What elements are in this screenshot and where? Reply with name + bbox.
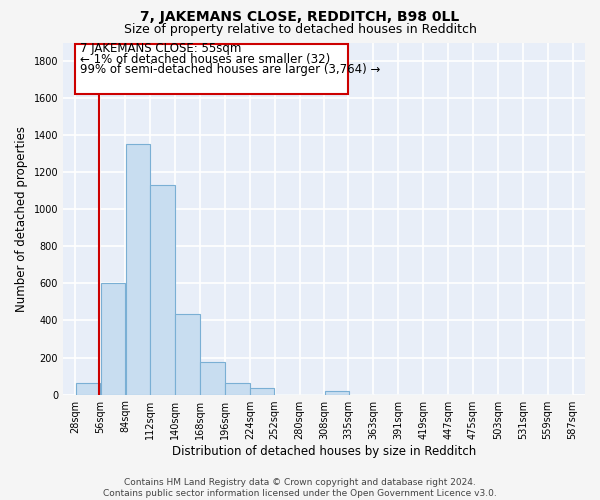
Text: 7, JAKEMANS CLOSE, REDDITCH, B98 0LL: 7, JAKEMANS CLOSE, REDDITCH, B98 0LL bbox=[140, 10, 460, 24]
FancyBboxPatch shape bbox=[76, 44, 349, 94]
Bar bbox=[200, 362, 224, 394]
Bar bbox=[101, 284, 125, 395]
Text: 7 JAKEMANS CLOSE: 55sqm: 7 JAKEMANS CLOSE: 55sqm bbox=[80, 42, 241, 56]
Text: 99% of semi-detached houses are larger (3,764) →: 99% of semi-detached houses are larger (… bbox=[80, 63, 380, 76]
Bar bbox=[175, 314, 200, 394]
Bar bbox=[250, 388, 274, 394]
Bar bbox=[225, 382, 250, 394]
Bar bbox=[125, 144, 150, 394]
Y-axis label: Number of detached properties: Number of detached properties bbox=[15, 126, 28, 312]
Bar bbox=[76, 384, 100, 394]
Bar bbox=[325, 391, 349, 394]
Bar bbox=[151, 185, 175, 394]
X-axis label: Distribution of detached houses by size in Redditch: Distribution of detached houses by size … bbox=[172, 444, 476, 458]
Text: Size of property relative to detached houses in Redditch: Size of property relative to detached ho… bbox=[124, 22, 476, 36]
Text: ← 1% of detached houses are smaller (32): ← 1% of detached houses are smaller (32) bbox=[80, 52, 330, 66]
Text: Contains HM Land Registry data © Crown copyright and database right 2024.
Contai: Contains HM Land Registry data © Crown c… bbox=[103, 478, 497, 498]
